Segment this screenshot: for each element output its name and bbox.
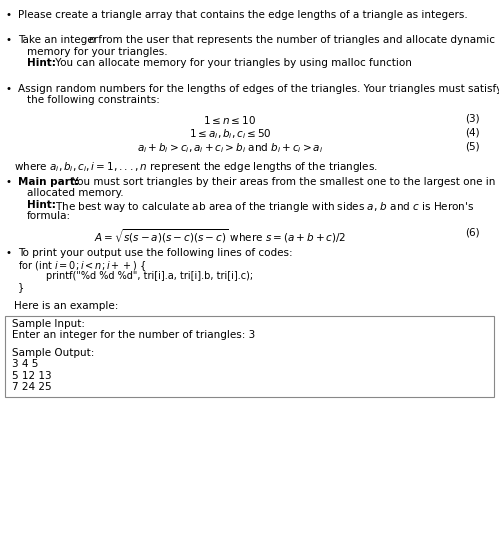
Text: allocated memory.: allocated memory.: [27, 188, 124, 198]
Text: To print your output use the following lines of codes:: To print your output use the following l…: [18, 248, 292, 258]
Text: Hint:: Hint:: [27, 200, 56, 210]
Text: 5 12 13: 5 12 13: [12, 370, 51, 381]
Text: Enter an integer for the number of triangles: 3: Enter an integer for the number of trian…: [12, 331, 255, 341]
Text: Assign random numbers for the lengths of edges of the triangles. Your triangles : Assign random numbers for the lengths of…: [18, 83, 499, 94]
Text: •: •: [6, 248, 12, 258]
Text: Take an integer: Take an integer: [18, 35, 101, 45]
Text: •: •: [6, 83, 12, 94]
Text: formula:: formula:: [27, 211, 71, 221]
Text: (4): (4): [466, 128, 480, 137]
Text: •: •: [6, 177, 12, 187]
Text: $1 \leq n \leq 10$: $1 \leq n \leq 10$: [204, 114, 256, 125]
Text: •: •: [6, 35, 12, 45]
Text: $A = \sqrt{s(s-a)(s-c)(s-c)}$ where $s = (a+b+c)/2$: $A = \sqrt{s(s-a)(s-c)(s-c)}$ where $s =…: [94, 227, 346, 245]
Text: Sample Input:: Sample Input:: [12, 319, 85, 329]
Text: You must sort triangles by their areas from the smallest one to the largest one : You must sort triangles by their areas f…: [69, 177, 496, 187]
Text: for (int $i = 0; i < n; i + +$) {: for (int $i = 0; i < n; i + +$) {: [18, 259, 147, 273]
Text: Main part:: Main part:: [18, 177, 79, 187]
Text: The best way to calculate ab area of the triangle with sides $a$, $b$ and $c$ is: The best way to calculate ab area of the…: [52, 200, 475, 214]
Text: where $a_i, b_i, c_i, i = 1, ..., n$ represent the edge lengths of the triangles: where $a_i, b_i, c_i, i = 1, ..., n$ rep…: [14, 160, 378, 173]
Text: $n$: $n$: [88, 35, 96, 45]
Text: Hint:: Hint:: [27, 59, 56, 68]
Text: $a_i + b_i > c_i, a_i + c_i > b_i$ and $b_i + c_i > a_i$: $a_i + b_i > c_i, a_i + c_i > b_i$ and $…: [137, 141, 323, 155]
Text: $1 \leq a_i, b_i, c_i \leq 50$: $1 \leq a_i, b_i, c_i \leq 50$: [189, 128, 271, 141]
Text: Please create a triangle array that contains the edge lengths of a triangle as i: Please create a triangle array that cont…: [18, 10, 468, 20]
Text: from the user that represents the number of triangles and allocate dynamic: from the user that represents the number…: [95, 35, 495, 45]
Text: memory for your triangles.: memory for your triangles.: [27, 47, 168, 57]
Text: Here is an example:: Here is an example:: [14, 301, 118, 311]
Text: 7 24 25: 7 24 25: [12, 382, 51, 392]
Text: (6): (6): [466, 227, 480, 237]
Text: printf("%d %d %d", tri[i].a, tri[i].b, tri[i].c);: printf("%d %d %d", tri[i].a, tri[i].b, t…: [46, 271, 253, 281]
Text: 3 4 5: 3 4 5: [12, 359, 38, 369]
Text: (3): (3): [466, 114, 480, 124]
Text: (5): (5): [466, 141, 480, 151]
Text: Sample Output:: Sample Output:: [12, 348, 94, 358]
Text: the following constraints:: the following constraints:: [27, 95, 160, 105]
FancyBboxPatch shape: [5, 316, 494, 397]
Text: }: }: [18, 283, 24, 293]
Text: You can allocate memory for your triangles by using malloc function: You can allocate memory for your triangl…: [52, 59, 412, 68]
Text: •: •: [6, 10, 12, 20]
